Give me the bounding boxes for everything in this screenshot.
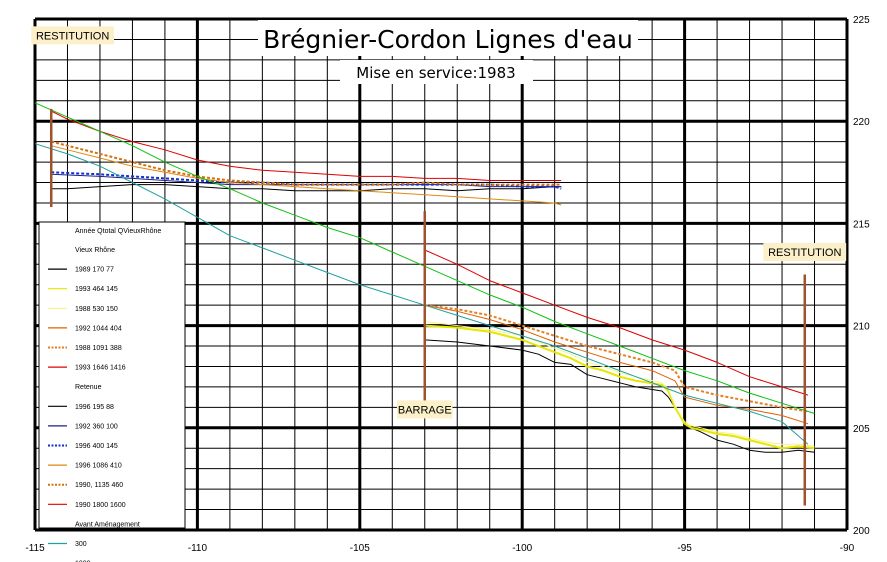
legend-entry-label: 1000: [75, 561, 91, 562]
x-tick-label: -110: [188, 543, 208, 554]
x-tick-label: -90: [840, 543, 855, 554]
legend-entry-label: 1990 1800 1600: [75, 502, 126, 509]
series-line: [424, 304, 809, 413]
chart-legend: Année Qtotal QVieuxRhône Vieux Rhône 1989…: [38, 221, 186, 562]
legend-entry-label: 1996 195 88: [75, 404, 114, 411]
x-tick-label: -95: [677, 543, 692, 554]
legend-entry-label: 1996 1086 410: [75, 463, 122, 470]
annotation-label: RESTITUTION: [36, 30, 109, 42]
legend-entry-label: 1988 1091 388: [75, 345, 122, 352]
legend-entry-label: 1993 464 145: [75, 286, 118, 293]
x-tick-label: -115: [25, 543, 45, 554]
y-tick-label: 215: [853, 219, 870, 230]
legend-entry-label: 1992 1044 404: [75, 325, 122, 332]
legend-group-title: Avant Aménagement: [75, 521, 140, 528]
legend-entry-label: 1988 530 150: [75, 306, 118, 313]
series-line: [51, 184, 562, 192]
legend-entry-label: 1992 360 100: [75, 423, 118, 430]
legend-entry-label: 1990, 1135 460: [75, 482, 123, 489]
chart-subtitle-box: Mise en service:1983: [340, 60, 533, 84]
y-tick-label: 200: [853, 526, 870, 537]
legend-entry-label: 1989 170 77: [75, 267, 114, 274]
x-tick-label: -100: [512, 543, 532, 554]
series-line: [424, 339, 815, 453]
series-line: [424, 321, 815, 447]
chart-title: Brégnier-Cordon Lignes d'eau: [263, 25, 633, 54]
annotation-box: [396, 400, 453, 419]
chart-annotations: RESTITUTION BARRAGE RESTITUTION: [31, 26, 847, 506]
chart-axis-ticks: -115 -110 -105 -100 -95 -90 200 205 210 215 220 225: [25, 15, 870, 554]
legend-group-title: Vieux Rhône: [75, 247, 115, 254]
x-tick-label: -105: [350, 543, 370, 554]
y-tick-label: 205: [853, 424, 870, 435]
y-tick-label: 210: [853, 322, 870, 333]
chart-subtitle: Mise en service:1983: [356, 64, 515, 82]
legend-entry-label: 300: [75, 541, 87, 548]
legend-group-title: Retenue: [75, 384, 102, 391]
series-line: [424, 249, 809, 396]
annotation-label: RESTITUTION: [768, 247, 841, 259]
series-line: [50, 110, 562, 181]
annotation-box: [763, 243, 847, 262]
legend-entry-label: 1996 400 145: [75, 443, 118, 450]
series-line: [424, 304, 809, 425]
y-tick-label: 225: [853, 15, 870, 26]
chart-title-box: Brégnier-Cordon Lignes d'eau: [258, 20, 638, 56]
annotation-label: BARRAGE: [398, 404, 452, 416]
legend-entry-label: 1993 1646 1416: [75, 365, 126, 372]
legend-header: Année Qtotal QVieuxRhône: [75, 228, 161, 235]
y-tick-label: 220: [853, 117, 870, 128]
series-line: [51, 145, 562, 206]
annotation-box: [31, 26, 115, 45]
